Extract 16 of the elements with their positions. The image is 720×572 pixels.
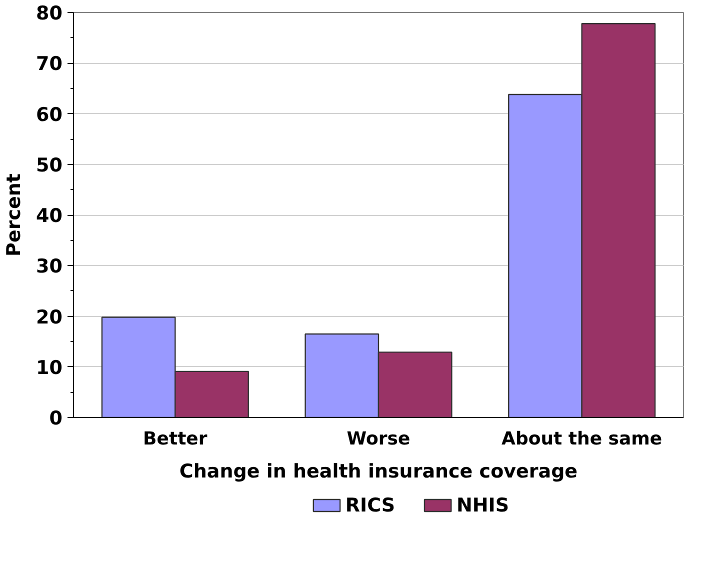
x-tick-label: About the same	[502, 428, 662, 450]
legend-label: RICS	[345, 494, 396, 516]
y-tick-label: 10	[36, 356, 63, 379]
y-axis-title: Percent	[3, 174, 26, 256]
y-tick-label: 60	[36, 104, 63, 126]
y-tick-label: 20	[36, 306, 63, 328]
legend-label: NHIS	[456, 494, 510, 516]
x-axis-title: Change in health insurance coverage	[179, 460, 578, 482]
y-tick-label: 0	[49, 408, 63, 430]
x-tick-label: Better	[143, 428, 208, 450]
y-tick-label: 70	[36, 53, 63, 76]
y-tick-label: 30	[36, 256, 63, 278]
y-tick-label: 50	[36, 154, 63, 176]
y-tick-label: 80	[36, 2, 63, 24]
y-tick-label: 40	[36, 205, 63, 227]
x-tick-label: Worse	[346, 428, 410, 450]
